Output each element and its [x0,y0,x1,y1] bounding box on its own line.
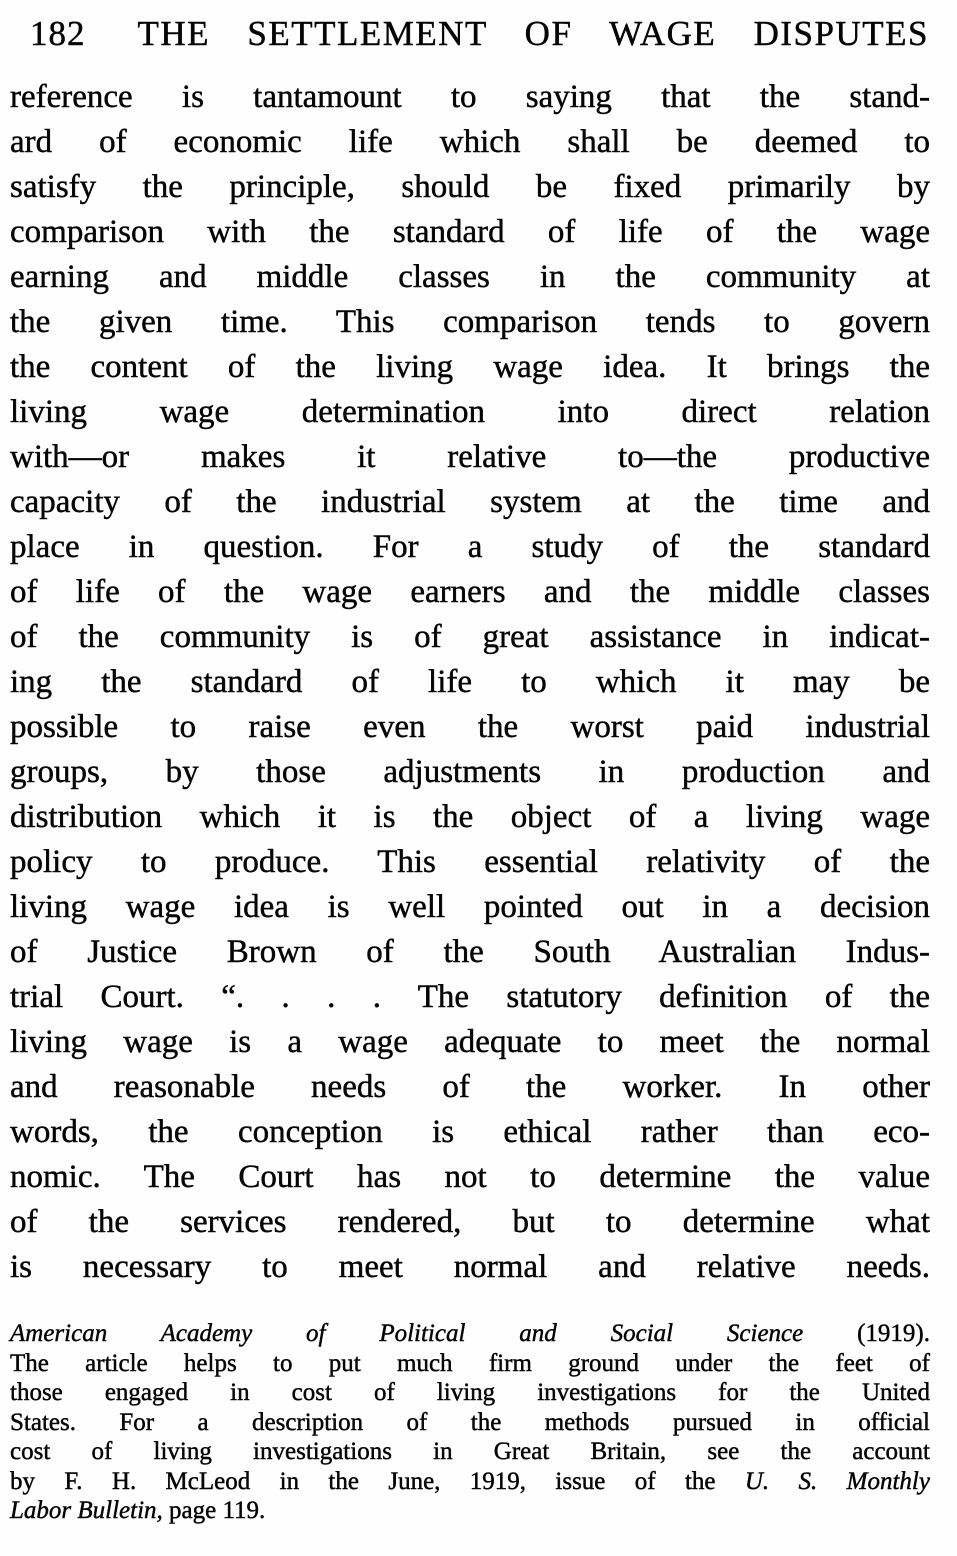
body-line: distribution which it is the object of a… [10,799,930,835]
footnote-line: The article helps to put much firm groun… [10,1349,930,1379]
footnote-text: States. For a description of the methods… [10,1408,930,1436]
footnote-citation-text: American Academy of Political and Social… [10,1320,804,1347]
body-line: is necessary to meet normal and relative… [10,1249,930,1285]
footnote-line: Labor Bulletin, page 119. [10,1496,930,1526]
body-line: earning and middle classes in the commun… [10,259,930,295]
body-line: words, the conception is ethical rather … [10,1114,930,1150]
body-line: of the services rendered, but to determi… [10,1204,930,1240]
body-line: comparison with the standard of life of … [10,214,930,250]
body-line: capacity of the industrial system at the… [10,484,930,520]
body-line: groups, by those adjustments in producti… [10,754,930,790]
page-header: 182 THE SETTLEMENT OF WAGE DISPUTES [0,0,957,55]
body-line: of life of the wage earners and the midd… [10,574,930,610]
page-number: 182 [30,14,86,53]
footnote: American Academy of Political and Social… [0,1319,957,1526]
footnote-citation-text: U. S. Monthly [744,1467,931,1495]
body-line: ard of economic life which shall be deem… [10,124,930,160]
body-line: of Justice Brown of the South Australian… [10,934,930,970]
footnote-citation-text: Labor Bulletin, [10,1497,163,1524]
body-line: of the community is of great assistance … [10,619,930,655]
body-line: with—or makes it relative to—the product… [10,439,930,475]
body-line: reference is tantamount to saying that t… [10,79,930,115]
body-text: reference is tantamount to saying that t… [0,75,957,1290]
footnote-text: those engaged in cost of living investig… [10,1379,930,1406]
body-line: policy to produce. This essential relati… [10,844,930,880]
body-line: the content of the living wage idea. It … [10,349,930,385]
body-line: the given time. This comparison tends to… [10,304,930,340]
body-line: trial Court. “. . . . The statutory defi… [10,979,930,1015]
footnote-line: American Academy of Political and Social… [10,1319,930,1349]
body-line: place in question. For a study of the st… [10,529,930,565]
footnote-line: States. For a description of the methods… [10,1408,930,1438]
footnote-text: The article helps to put much firm groun… [10,1349,930,1377]
body-line: and reasonable needs of the worker. In o… [10,1069,930,1105]
body-line: ing the standard of life to which it may… [10,664,930,700]
body-line: satisfy the principle, should be fixed p… [10,169,930,205]
footnote-line: those engaged in cost of living investig… [10,1378,930,1408]
footnote-line: cost of living investigations in Great B… [10,1437,930,1467]
footnote-text: (1919). [803,1320,931,1347]
footnote-line: by F. H. McLeod in the June, 1919, issue… [10,1467,930,1497]
footnote-text: by F. H. McLeod in the June, 1919, issue… [10,1467,745,1495]
body-line: possible to raise even the worst paid in… [10,709,930,745]
running-title: THE SETTLEMENT OF WAGE DISPUTES [137,14,929,53]
body-line: living wage is a wage adequate to meet t… [10,1024,930,1060]
body-line: living wage determination into direct re… [10,394,930,430]
footnote-text: page 119. [162,1497,266,1524]
body-line: living wage idea is well pointed out in … [10,889,930,925]
body-line: nomic. The Court has not to determine th… [10,1159,930,1195]
footnote-text: cost of living investigations in Great B… [10,1438,930,1465]
